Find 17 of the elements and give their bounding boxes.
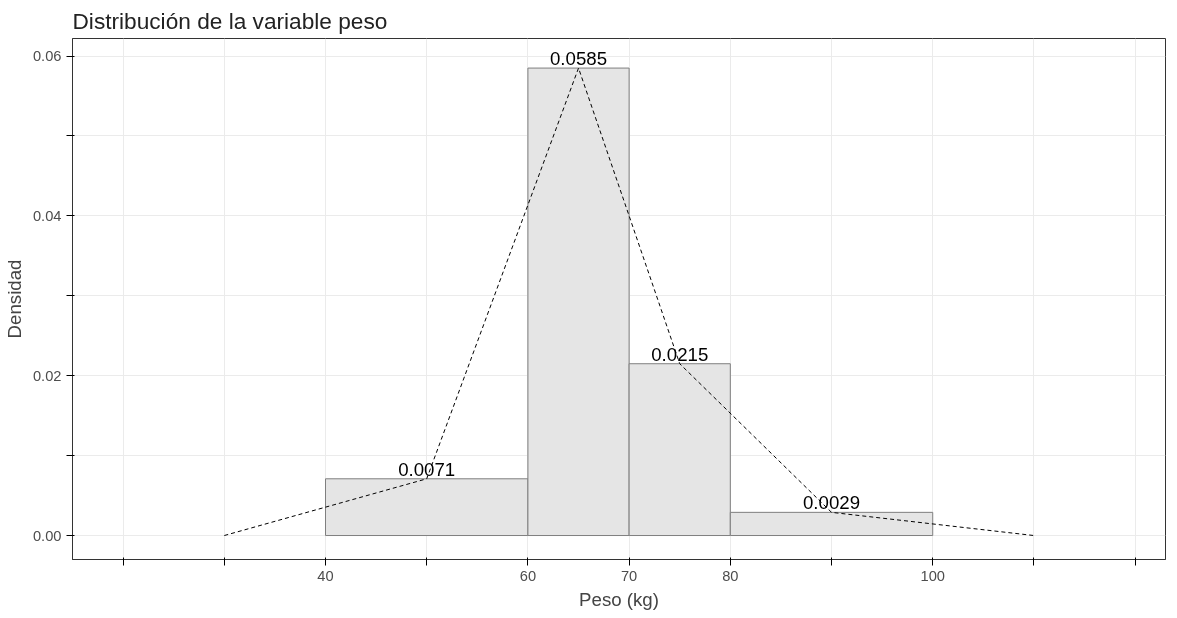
data-label: 0.0029 xyxy=(803,492,861,514)
chart-title: Distribución de la variable peso xyxy=(72,7,388,34)
x-tick-label: 60 xyxy=(519,567,537,584)
y-axis-title: Densidad xyxy=(3,259,25,339)
x-tick-label: 40 xyxy=(317,567,334,584)
x-axis-title: Peso (kg) xyxy=(579,588,659,610)
data-label: 0.0071 xyxy=(398,458,456,480)
x-tick-label: 80 xyxy=(722,567,739,584)
y-tick-label: 0.04 xyxy=(32,207,62,224)
y-tick-label: 0.06 xyxy=(32,48,62,65)
y-tick-label: 0.02 xyxy=(32,367,62,384)
data-label: 0.0585 xyxy=(549,48,608,70)
y-tick-label: 0.00 xyxy=(32,527,62,544)
x-tick-label: 100 xyxy=(920,567,945,584)
x-tick-label: 70 xyxy=(620,567,638,584)
data-label: 0.0215 xyxy=(651,343,709,365)
line-series xyxy=(223,67,1035,537)
